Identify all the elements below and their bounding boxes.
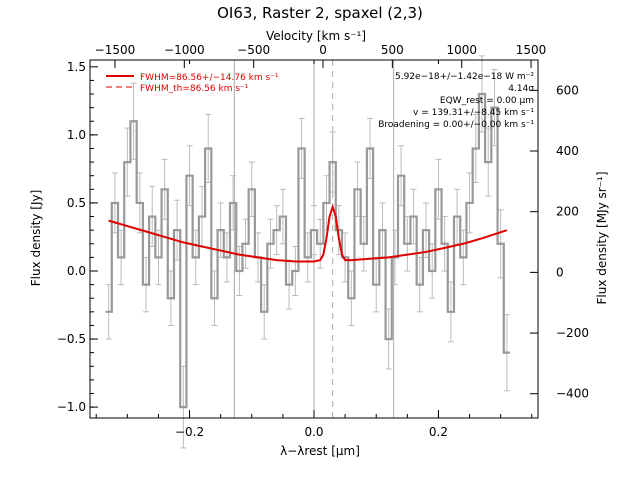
x-tick-label: −0.2: [175, 425, 204, 439]
fit-annotations: 5.92e−18+/−1.42e−18 W m⁻² 4.14σ EQW_rest…: [378, 72, 534, 130]
x-tick-label: 0.0: [304, 425, 323, 439]
top-axis-label: Velocity [km s⁻¹]: [266, 29, 366, 43]
axes-layer: −0.2 0.0 0.2 −1500 −1000 −500 0 500 1000 1500 −1.0…: [57, 43, 589, 439]
y-tick-label: 1.0: [67, 128, 86, 142]
y-tick-label: −1.0: [57, 400, 86, 414]
annotation-broadening: Broadening = 0.00+/−0.00 km s⁻¹: [378, 120, 534, 130]
legend-label-fwhm-th: FWHM_th=86.56 km s⁻¹: [140, 84, 249, 94]
series-layer: [105, 55, 510, 449]
annotation-line-flux: 5.92e−18+/−1.42e−18 W m⁻²: [395, 72, 534, 82]
annotation-eqw: EQW_rest = 0.00 μm: [440, 96, 534, 106]
fit-curve-line: [108, 203, 508, 263]
x2-tick-label: 500: [381, 43, 404, 57]
y2-tick-label: −400: [556, 387, 589, 401]
x2-tick-label: −1500: [95, 43, 136, 57]
reference-lines: [233, 60, 395, 418]
legend: FWHM=86.56+/−14.76 km s⁻¹ FWHM_th=86.56 …: [106, 73, 279, 94]
y-tick-label: −0.5: [57, 332, 86, 346]
y-axis-label: Flux density [Jy]: [29, 190, 43, 287]
x-axis-label: λ−λrest [μm]: [280, 444, 360, 458]
y-tick-label: 0.0: [67, 264, 86, 278]
chart-title: OI63, Raster 2, spaxel (2,3): [217, 4, 423, 22]
annotation-significance: 4.14σ: [508, 84, 534, 94]
y2-tick-label: −200: [556, 326, 589, 340]
x2-tick-label: 1000: [446, 43, 477, 57]
annotation-velocity: v = 139.31+/−8.45 km s⁻¹: [413, 108, 534, 118]
y2-tick-label: 400: [556, 144, 579, 158]
observed-spectrum-line: [105, 92, 510, 409]
right-axis-label: Flux density [MJy sr⁻¹]: [595, 171, 609, 304]
y2-tick-label: 600: [556, 83, 579, 97]
y-tick-label: 0.5: [67, 196, 86, 210]
x2-tick-label: −500: [237, 43, 270, 57]
x2-tick-label: 1500: [516, 43, 547, 57]
y-tick-label: 1.5: [67, 60, 86, 74]
x2-tick-label: −1000: [164, 43, 205, 57]
y2-tick-label: 200: [556, 205, 579, 219]
legend-label-fwhm: FWHM=86.56+/−14.76 km s⁻¹: [140, 73, 279, 83]
x-tick-label: 0.2: [429, 425, 448, 439]
x2-tick-label: 0: [319, 43, 327, 57]
y2-tick-label: 0: [556, 265, 564, 279]
